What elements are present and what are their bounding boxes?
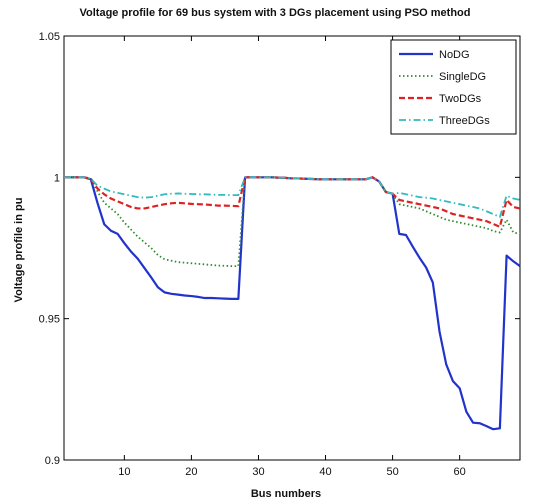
legend-label-nodg: NoDG [439,49,470,61]
legend: NoDG SingleDG TwoDGs ThreeDGs [390,39,517,135]
y-tick-label: 0.9 [45,455,60,467]
legend-label-twodgs: TwoDGs [439,93,482,105]
y-tick-label: 1 [54,172,60,184]
x-tick-label: 60 [454,466,466,478]
legend-label-singledg: SingleDG [439,71,486,83]
chart-title: Voltage profile for 69 bus system with 3… [80,7,471,19]
x-tick-label: 40 [319,466,331,478]
y-axis-label: Voltage profile in pu [13,198,25,303]
series-line-singledg [64,176,521,267]
legend-label-threedgs: ThreeDGs [439,115,490,127]
y-tick-label: 0.95 [39,314,60,326]
x-tick-label: 20 [185,466,197,478]
series-lines [64,176,521,431]
x-axis-label: Bus numbers [251,488,321,500]
x-tick-label: 30 [252,466,264,478]
y-tick-label: 1.05 [39,31,60,43]
legend-box [390,39,517,135]
y-axis-ticks: 0.9 0.95 1 1.05 [39,31,520,467]
x-axis-ticks: 10 20 30 40 50 60 [118,36,466,478]
x-tick-label: 50 [386,466,398,478]
x-tick-label: 10 [118,466,130,478]
series-line-twodgs [64,176,521,228]
